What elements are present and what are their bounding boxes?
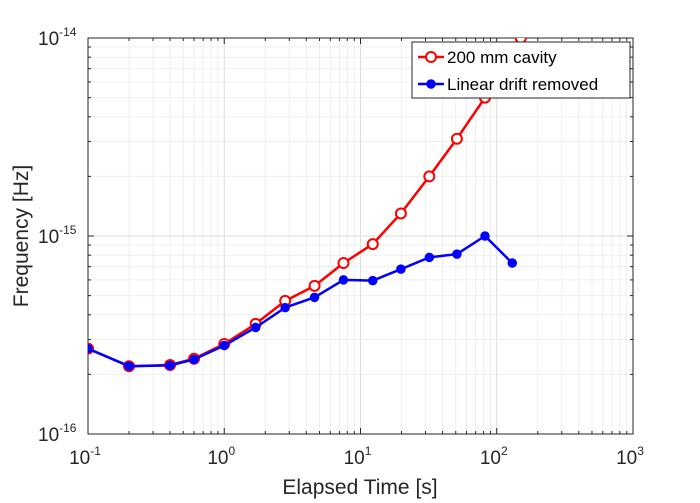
series-2-point	[189, 354, 199, 365]
x-tick-label: 100	[207, 444, 235, 469]
series-group	[88, 38, 527, 373]
series-1-point	[450, 132, 463, 145]
y-tick-label: 10-15	[38, 223, 77, 248]
series-2-point	[507, 258, 518, 268]
x-tick-label: 10-1	[69, 444, 101, 469]
legend-label-series-2: Linear drift removed	[447, 75, 598, 94]
series-2-point	[309, 292, 320, 303]
series-2-point	[367, 275, 378, 286]
x-tick-label: 101	[344, 444, 372, 469]
series-1-point	[423, 170, 436, 183]
y-axis-label: Frequency [Hz]	[10, 165, 33, 307]
series-1-point	[337, 257, 350, 270]
x-tick-label: 103	[616, 444, 644, 469]
series-2-point	[424, 252, 435, 263]
legend-marker-blue	[426, 79, 436, 89]
series-1-point	[394, 207, 407, 220]
series-2-point	[219, 340, 229, 351]
series-1-point	[366, 238, 379, 251]
series-2-point	[338, 275, 349, 285]
series-1-point	[308, 279, 321, 292]
y-tick-label: 10-16	[38, 421, 77, 446]
series-2-point	[480, 231, 490, 241]
series-2-point	[165, 360, 175, 371]
tick-labels: 10-1 100 101 102 103 10-16 10-15 10-14	[38, 25, 644, 469]
legend-box	[411, 41, 631, 99]
legend-marker-red	[425, 51, 437, 63]
x-axis-label: Elapsed Time [s]	[282, 476, 437, 499]
series-2-point	[250, 322, 261, 333]
axes	[87, 37, 634, 435]
series-2-point	[280, 302, 290, 313]
series-2-point	[452, 249, 462, 259]
series-2-point	[396, 264, 406, 274]
series-2-point	[124, 361, 134, 371]
x-tick-label: 102	[480, 444, 508, 469]
grid	[87, 38, 633, 435]
y-tick-label: 10-14	[38, 25, 77, 50]
legend-label-series-1: 200 mm cavity	[447, 48, 557, 67]
series-2-point	[88, 343, 93, 354]
legend: 200 mm cavity Linear drift removed	[411, 41, 631, 99]
